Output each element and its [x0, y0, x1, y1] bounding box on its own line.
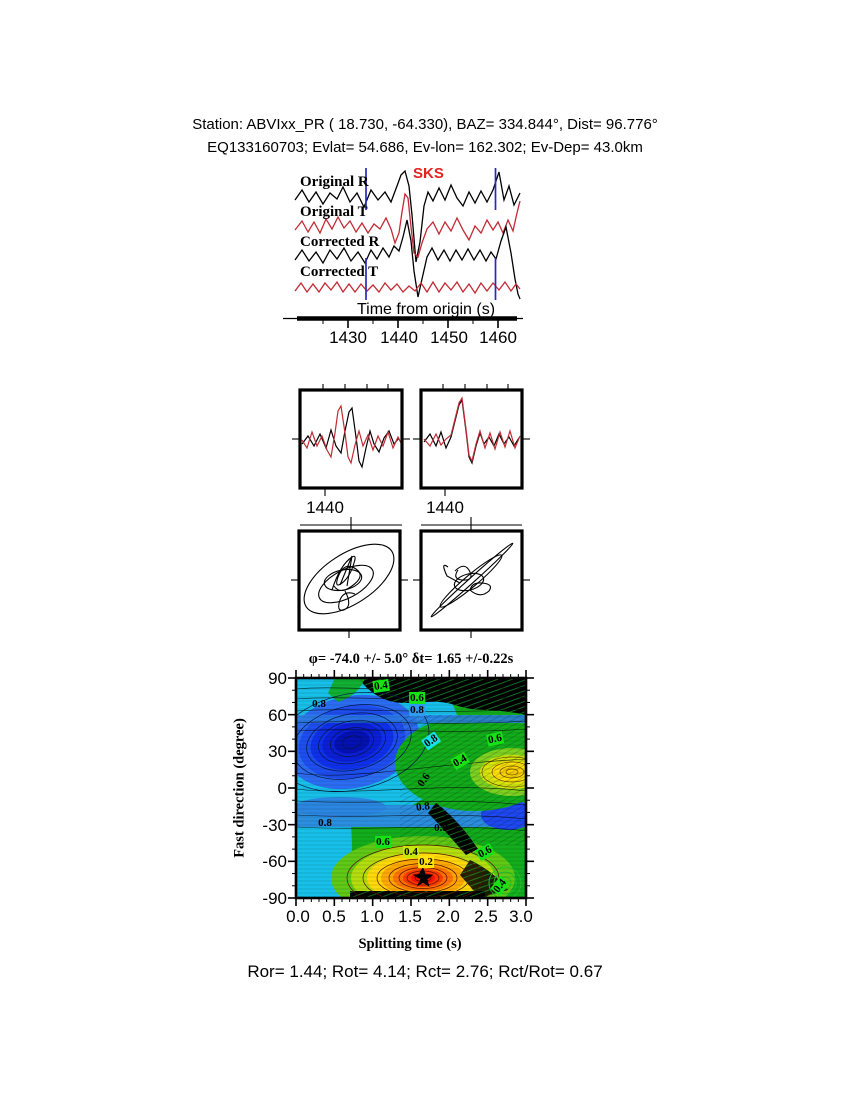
trace-corrected-r [294, 219, 521, 300]
contour-label-0.2: 0.2 [418, 856, 434, 868]
waveform-plot [283, 168, 523, 328]
contour-label-0.8: 0.8 [409, 704, 425, 716]
pm-right-frame [419, 529, 524, 632]
trace-corrected-t [294, 280, 521, 295]
contour-label-0.6: 0.6 [375, 836, 391, 848]
splitting-statistics: Ror= 1.44; Rot= 4.14; Rct= 2.76; Rct/Rot… [247, 962, 603, 981]
time-tick-1430: 1430 [329, 328, 367, 347]
ct-xtick-1: 0.5 [322, 907, 346, 926]
trace-label-corrected-r: Corrected R [300, 234, 380, 250]
window-markers [365, 168, 497, 300]
contour-y-axis-title: Fast direction (degree) [231, 718, 248, 858]
contour-label-0.8: 0.8 [415, 800, 431, 814]
contour-label-0.8: 0.8 [312, 698, 326, 710]
time-axis-title: Time from origin (s) [356, 301, 496, 318]
pulse-trace-panel0 [301, 404, 402, 465]
contour-label-0.4: 0.4 [372, 678, 390, 694]
trace-label-corrected-t: Corrected T [300, 264, 379, 280]
best-fit-star-marker [412, 867, 434, 887]
contour-label-0.6: 0.6 [409, 692, 425, 704]
contour-label-0.4: 0.4 [403, 846, 419, 858]
pulse-trace-panel1 [423, 398, 520, 465]
ct-ytick-30: 30 [268, 742, 287, 761]
ct-ytick-m60: -60 [262, 852, 287, 871]
pulse-trace-panel1 [423, 396, 521, 463]
pulse-left-tick-label: 1440 [306, 498, 344, 517]
contour-field [296, 678, 526, 898]
time-tick-1440: 1440 [380, 328, 418, 347]
pulse-right-tick-label: 1440 [426, 498, 464, 517]
ct-ytick-m30: -30 [262, 816, 287, 835]
pulse-comparison-panels [292, 384, 530, 531]
time-tick-1450: 1450 [430, 328, 468, 347]
pulse-traces [301, 396, 521, 469]
contour-axis-ticks [288, 670, 534, 906]
time-axis-major-ticks [347, 318, 499, 328]
trace-original-r [294, 169, 521, 263]
time-axis-minor-ticks [322, 318, 474, 324]
particle-motion-left [303, 543, 395, 615]
event-header-line2: EQ133160703; Evlat= 54.686, Ev-lon= 162.… [207, 139, 643, 156]
pulse-trace-panel0 [301, 406, 400, 469]
contour-label-0.8: 0.8 [318, 817, 332, 829]
particle-motion-right [430, 542, 514, 618]
pm-ticks [291, 579, 530, 638]
ct-ytick-0: 0 [277, 779, 287, 798]
particle-motion-panels [291, 529, 530, 638]
ct-ytick-90: 90 [268, 669, 287, 688]
ct-xtick-4: 2.0 [436, 907, 460, 926]
ct-ytick-m90: -90 [262, 889, 287, 908]
pulse-panel-ticks [292, 384, 530, 531]
contour-x-axis-title: Splitting time (s) [358, 936, 462, 952]
trace-original-t [294, 192, 521, 259]
contour-label-0.8: 0.8 [434, 822, 448, 834]
trace-label-original-r: Original R [300, 174, 369, 190]
ct-xtick-3: 1.5 [398, 907, 422, 926]
station-header-line1: Station: ABVIxx_PR ( 18.730, -64.330), B… [192, 116, 658, 133]
ct-xtick-2: 1.0 [360, 907, 384, 926]
contour-title: φ= -74.0 +/- 5.0° δt= 1.65 +/-0.22s [308, 651, 514, 667]
time-tick-1460: 1460 [479, 328, 517, 347]
sks-phase-label: SKS [413, 165, 444, 182]
ct-xtick-0: 0.0 [286, 907, 310, 926]
ct-xtick-5: 2.5 [474, 907, 498, 926]
ct-xtick-6: 3.0 [509, 907, 533, 926]
waveform-traces [294, 169, 521, 300]
trace-label-original-t: Original T [300, 204, 368, 220]
ct-ytick-60: 60 [268, 706, 287, 725]
pulse-panel-left-frame [298, 388, 404, 490]
